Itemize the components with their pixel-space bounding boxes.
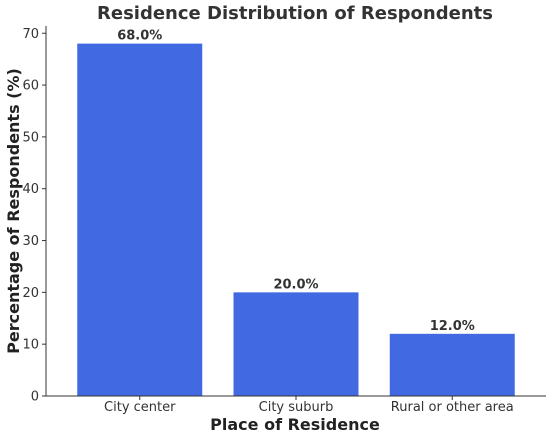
- bars: 68.0% 20.0% 12.0%: [77, 29, 515, 396]
- y-tick-label: 10: [22, 338, 39, 353]
- data-label: 20.0%: [273, 277, 318, 292]
- x-tick-label: Rural or other area: [391, 400, 514, 415]
- y-tick-label: 60: [22, 79, 39, 94]
- y-axis: 0 10 20 30 40 50 60 70: [22, 26, 47, 405]
- x-axis: City center City suburb Rural or other are…: [46, 395, 546, 415]
- y-tick-label: 40: [22, 182, 39, 197]
- y-tick-label: 20: [22, 286, 39, 301]
- x-tick-label: City suburb: [259, 400, 334, 415]
- data-label: 12.0%: [430, 319, 475, 334]
- y-tick-label: 50: [22, 130, 39, 145]
- y-tick-label: 70: [22, 27, 39, 42]
- x-tick-label: City center: [104, 400, 176, 415]
- bar: [77, 43, 203, 396]
- y-axis-label: Percentage of Respondents (%): [4, 68, 23, 354]
- y-tick-label: 30: [22, 234, 39, 249]
- chart-title: Residence Distribution of Respondents: [97, 3, 493, 24]
- bar: [233, 292, 359, 396]
- bar: [389, 333, 515, 396]
- y-tick-label: 0: [31, 390, 39, 405]
- x-axis-label: Place of Residence: [210, 415, 380, 434]
- data-label: 68.0%: [117, 29, 162, 44]
